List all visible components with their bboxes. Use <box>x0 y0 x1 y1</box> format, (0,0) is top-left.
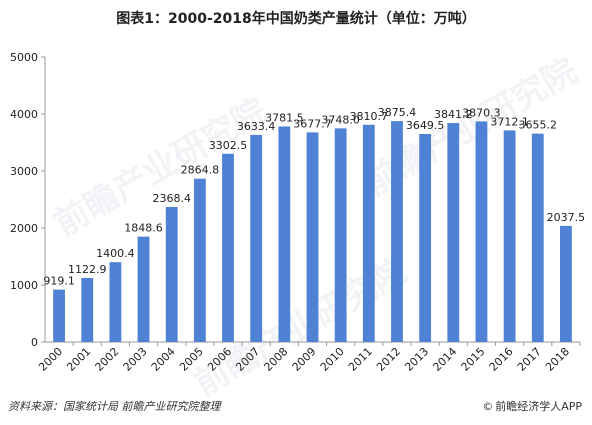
chart-title: 图表1：2000-2018年中国奶类产量统计（单位：万吨） <box>116 11 476 27</box>
data-label: 3875.4 <box>378 106 417 119</box>
data-label: 3748.0 <box>321 113 360 126</box>
data-label: 1400.4 <box>96 247 135 260</box>
x-tick-label: 2004 <box>149 345 178 374</box>
bar <box>362 124 375 342</box>
bar <box>193 178 206 342</box>
data-label: 3841.2 <box>434 108 473 121</box>
bar <box>306 132 319 342</box>
bar <box>109 262 122 342</box>
y-tick-label: 3000 <box>10 165 38 178</box>
data-label: 3633.4 <box>237 120 276 133</box>
data-label: 3712.1 <box>490 115 529 128</box>
y-tick-label: 2000 <box>10 222 38 235</box>
bar <box>222 153 234 342</box>
x-tick-label: 2013 <box>402 345 431 374</box>
data-label: 2037.5 <box>547 211 586 224</box>
x-tick-label: 2015 <box>459 345 488 374</box>
data-label: 3870.3 <box>462 106 501 119</box>
x-tick-label: 2003 <box>121 345 150 374</box>
bar <box>165 207 178 342</box>
brand-text: 前瞻经济学人APP <box>495 400 582 413</box>
bar <box>447 123 460 342</box>
data-label: 919.1 <box>43 275 75 288</box>
y-tick-label: 0 <box>31 336 38 349</box>
y-tick-label: 5000 <box>10 51 38 64</box>
bar <box>137 236 150 342</box>
copyright-icon: © <box>482 400 494 413</box>
x-tick-label: 2012 <box>374 345 403 374</box>
bar <box>250 134 263 342</box>
x-tick-label: 2000 <box>36 345 65 374</box>
data-label: 3810.7 <box>350 110 389 123</box>
data-label: 2864.8 <box>181 164 220 177</box>
brand-label: © 前瞻经济学人APP <box>482 398 582 414</box>
x-tick-label: 2002 <box>93 345 122 374</box>
x-tick-label: 2006 <box>205 345 234 374</box>
y-tick-label: 1000 <box>10 279 38 292</box>
data-label: 3677.7 <box>293 117 332 130</box>
source-note: 资料来源：国家统计局 前瞻产业研究院整理 <box>8 400 221 413</box>
bar <box>503 130 516 342</box>
bar <box>531 133 544 342</box>
x-tick-label: 2018 <box>543 345 572 374</box>
x-tick-label: 2017 <box>515 345 544 374</box>
x-tick-label: 2010 <box>318 345 347 374</box>
x-tick-label: 2007 <box>233 345 262 374</box>
bar <box>560 225 572 342</box>
data-label: 1122.9 <box>68 263 107 276</box>
bar <box>81 277 94 342</box>
data-label: 1848.6 <box>124 222 163 235</box>
data-label: 3781.5 <box>265 111 304 124</box>
bar <box>53 289 65 342</box>
bar <box>391 121 403 342</box>
data-label: 3649.5 <box>406 119 445 132</box>
bar <box>334 128 347 342</box>
y-tick-label: 4000 <box>10 108 38 121</box>
x-tick-label: 2011 <box>346 345 375 374</box>
x-tick-label: 2005 <box>177 345 206 374</box>
bar <box>278 126 291 342</box>
data-label: 2368.4 <box>152 192 191 205</box>
x-tick-label: 2016 <box>487 345 516 374</box>
bar <box>475 121 488 342</box>
data-label: 3302.5 <box>209 139 248 152</box>
x-tick-label: 2009 <box>290 345 319 374</box>
x-tick-label: 2008 <box>261 345 290 374</box>
data-label: 3655.2 <box>519 119 558 132</box>
bar <box>419 133 432 342</box>
x-tick-label: 2001 <box>64 345 93 374</box>
x-tick-label: 2014 <box>430 345 459 374</box>
